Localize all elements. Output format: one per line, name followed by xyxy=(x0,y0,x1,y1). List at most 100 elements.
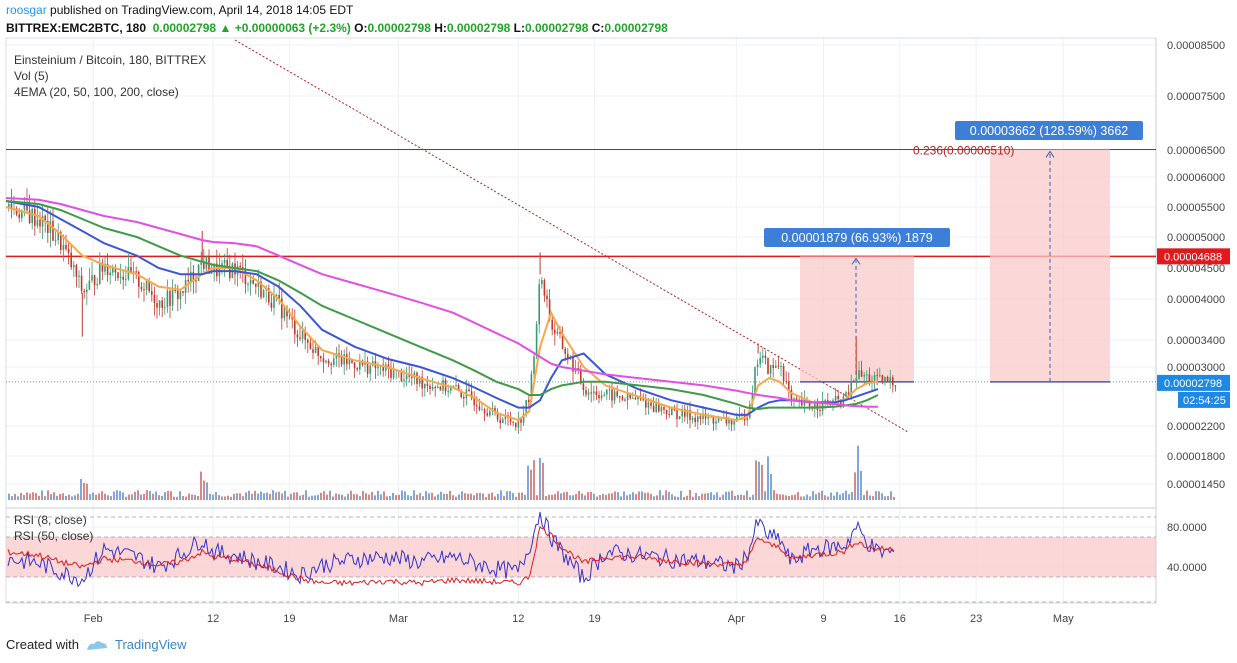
volume-bar xyxy=(461,491,463,500)
candle-body xyxy=(481,409,483,411)
candle-body xyxy=(504,415,507,420)
price-tags: 0.00004688 0.00002798 02:54:25 xyxy=(1157,248,1230,408)
candle-body xyxy=(478,406,481,410)
candle-body xyxy=(564,348,566,354)
candle-body xyxy=(400,370,403,381)
price-change: +0.00000063 (+2.3%) xyxy=(234,21,351,35)
candle-body xyxy=(60,232,62,250)
tradingview-link[interactable]: TradingView xyxy=(114,637,187,652)
volume-bar xyxy=(11,496,13,500)
candle-body xyxy=(135,271,137,273)
volume-bar xyxy=(800,496,802,500)
candle-body xyxy=(421,376,423,389)
volume-bar xyxy=(734,495,736,500)
volume-bar xyxy=(341,494,343,500)
ohlc-bar: BITTREX:EMC2BTC, 180 0.00002798 ▲ +0.000… xyxy=(6,21,668,36)
candle-body xyxy=(309,342,312,350)
volume-bar xyxy=(197,496,199,500)
author-link[interactable]: roosgar xyxy=(6,3,47,17)
volume-bar xyxy=(662,495,664,500)
volume-bar xyxy=(638,491,640,500)
volume-bar xyxy=(728,491,730,500)
candle-body xyxy=(314,346,317,353)
price-tick-label: 0.00001800 xyxy=(1167,451,1225,463)
candle-body xyxy=(296,334,299,338)
ema-lines xyxy=(5,197,879,422)
candle-body xyxy=(288,316,291,318)
volume-bar xyxy=(353,494,355,500)
volume-bar xyxy=(467,493,469,500)
time-tick-label: May xyxy=(1053,613,1074,625)
candle-body xyxy=(634,397,637,400)
candle-body xyxy=(671,407,673,416)
candle-body xyxy=(418,376,421,384)
volume-bar xyxy=(149,490,151,500)
volume-bar xyxy=(530,469,532,500)
candle-body xyxy=(756,364,759,368)
volume-bar xyxy=(731,490,733,500)
candle-body xyxy=(821,400,824,411)
candle-body xyxy=(629,392,631,399)
volume-bar xyxy=(668,491,670,500)
price-tick-label: 0.00007500 xyxy=(1167,91,1225,103)
candle-body xyxy=(876,375,878,377)
candle-body xyxy=(426,383,429,386)
candle-body xyxy=(473,398,475,406)
volume-bar xyxy=(803,496,805,500)
volume-bar xyxy=(875,491,877,500)
candle-body xyxy=(83,290,85,293)
volume-bar xyxy=(371,491,373,500)
volume-bar xyxy=(365,493,367,500)
time-axis: Feb 12 19 Mar 12 19 Apr 9 16 23 May xyxy=(84,613,1074,625)
candle-body xyxy=(57,232,59,241)
candle-body xyxy=(281,298,283,319)
candle-body xyxy=(624,399,626,401)
volume-bar xyxy=(560,493,562,500)
volume-bar xyxy=(176,496,178,500)
candle-body xyxy=(221,263,223,267)
volume-bar xyxy=(590,491,592,500)
volume-bar xyxy=(359,496,361,500)
candle-body xyxy=(200,262,202,265)
candle-body xyxy=(847,392,850,397)
volume-bar xyxy=(551,494,553,500)
volume-bar xyxy=(308,496,310,500)
candle-body xyxy=(678,416,681,420)
volume-bar xyxy=(647,492,649,500)
volume-bar xyxy=(452,495,454,500)
volume-bar xyxy=(161,495,163,500)
volume-bar xyxy=(122,492,124,500)
volume-bar xyxy=(212,494,214,500)
volume-bar xyxy=(23,495,25,500)
candle-body xyxy=(109,272,111,276)
volume-bar xyxy=(35,493,37,500)
volume-bar xyxy=(50,494,52,500)
volume-bar xyxy=(593,493,595,500)
volume-bar xyxy=(326,494,328,500)
candle-body xyxy=(216,263,218,277)
candle-body xyxy=(174,289,176,291)
time-tick-label: Apr xyxy=(728,613,745,625)
volume-bar xyxy=(128,494,130,500)
arrow-head-icon xyxy=(1045,150,1055,158)
candle-body xyxy=(637,397,639,400)
candle-body xyxy=(697,416,699,423)
candle-body xyxy=(348,359,351,365)
candle-body xyxy=(777,365,780,367)
candle-body xyxy=(366,361,369,374)
candle-body xyxy=(18,214,20,219)
rsi-band xyxy=(6,516,1156,603)
time-tick-label: 16 xyxy=(894,613,906,625)
candle-body xyxy=(866,374,868,376)
candle-body xyxy=(855,378,858,382)
candle-body xyxy=(411,376,413,378)
volume-bar xyxy=(761,464,763,500)
volume-bar xyxy=(479,492,481,500)
resistance-price-label: 0.00004688 xyxy=(1164,251,1222,263)
candle-body xyxy=(67,249,70,253)
candle-body xyxy=(335,353,338,359)
candle-body xyxy=(239,265,241,268)
candle-body xyxy=(252,280,254,284)
volume-bar xyxy=(245,492,247,500)
